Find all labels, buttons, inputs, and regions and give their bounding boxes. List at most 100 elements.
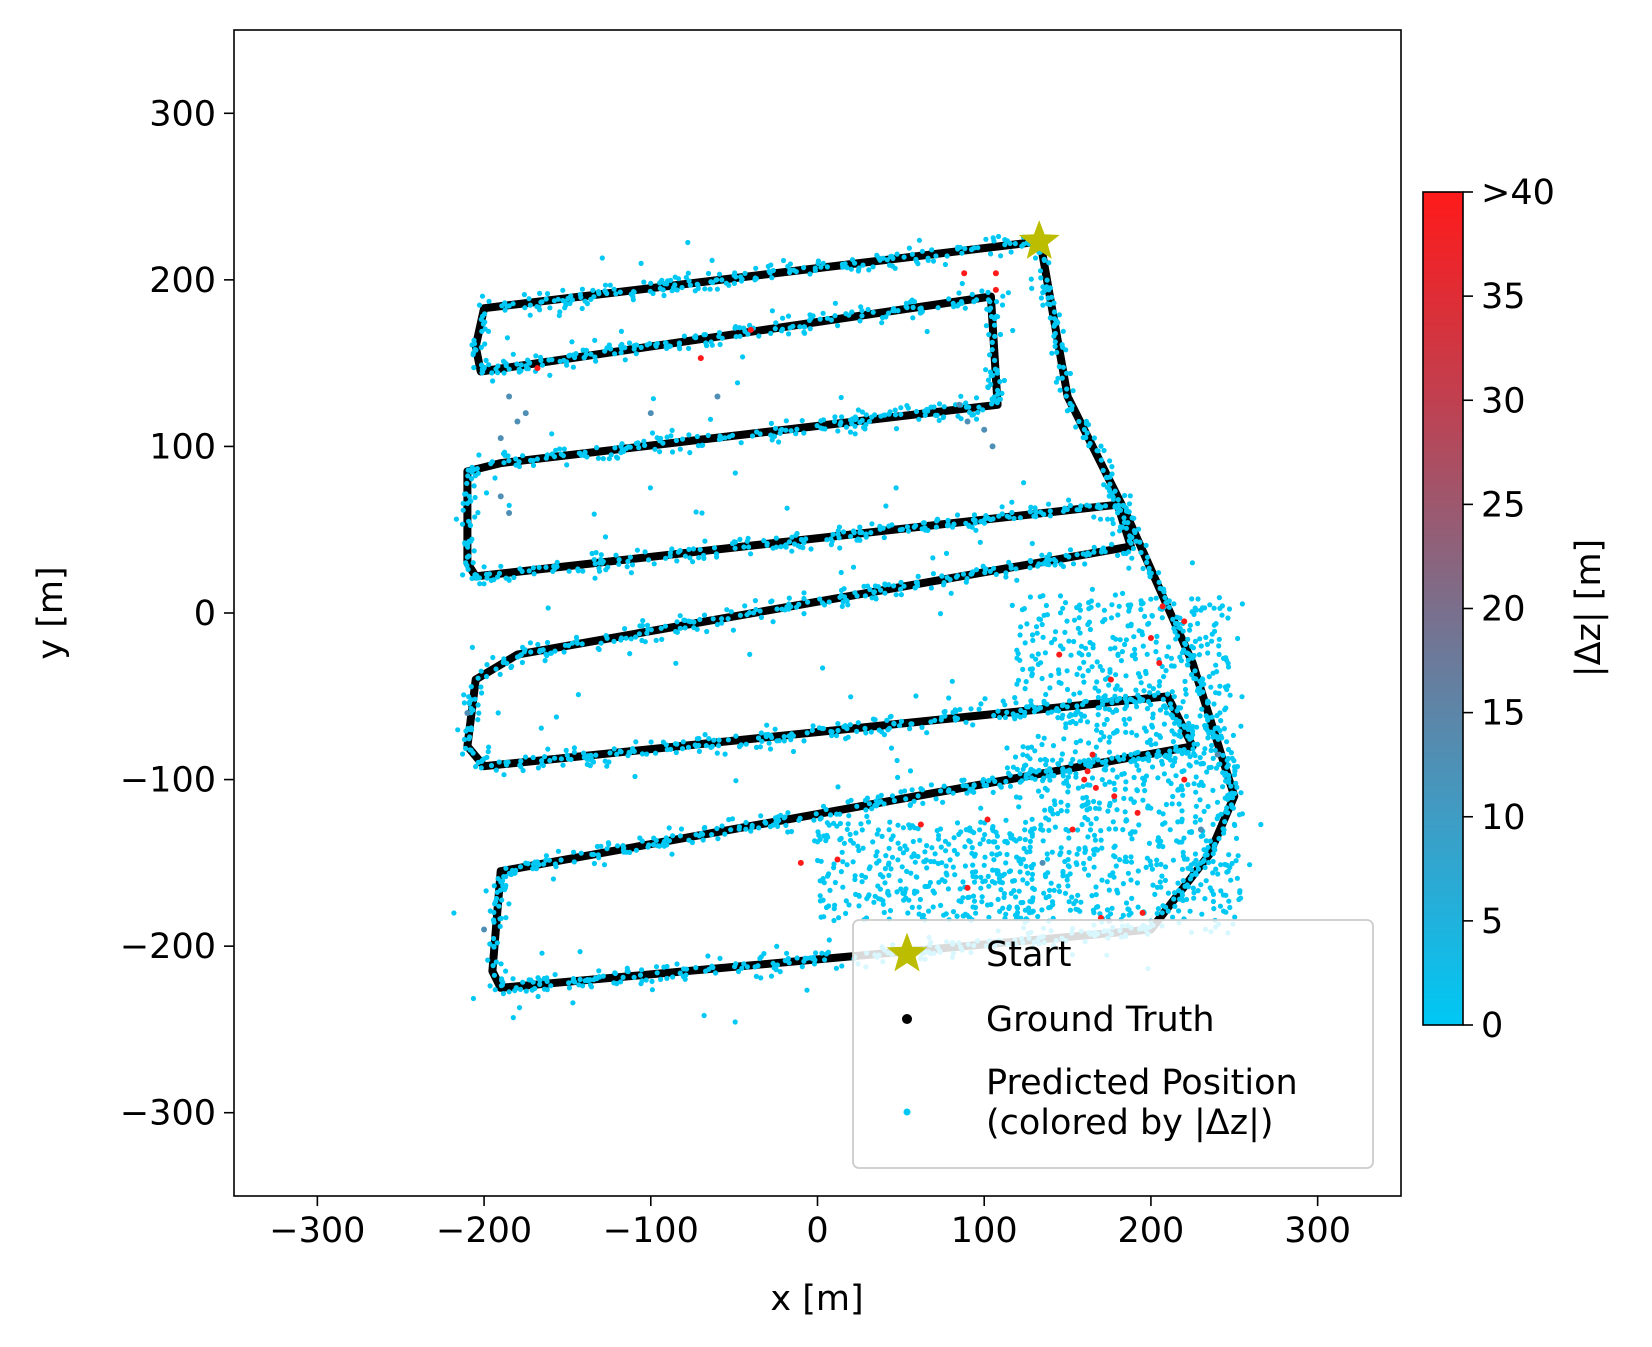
predicted-point <box>1083 802 1089 808</box>
predicted-point <box>1183 713 1189 720</box>
predicted-point <box>616 561 622 567</box>
x-tick-label: 100 <box>951 1211 1018 1251</box>
predicted-point <box>1117 507 1124 513</box>
predicted-point <box>1194 862 1200 869</box>
predicted-point <box>749 822 755 828</box>
predicted-point <box>854 593 860 599</box>
predicted-point <box>879 320 885 326</box>
predicted-point <box>1040 302 1046 308</box>
predicted-point <box>637 623 643 629</box>
predicted-point <box>779 606 785 612</box>
predicted-point <box>1003 778 1009 785</box>
predicted-point <box>1143 864 1149 871</box>
predicted-point <box>881 909 887 916</box>
predicted-point <box>1077 630 1083 636</box>
predicted-point <box>1081 713 1088 719</box>
predicted-point <box>1031 709 1037 715</box>
predicted-point <box>1165 890 1171 896</box>
predicted-point <box>999 302 1006 308</box>
predicted-point <box>1021 763 1028 769</box>
predicted-point <box>590 287 596 293</box>
predicted-point <box>1175 787 1181 793</box>
predicted-point <box>928 404 934 410</box>
predicted-point <box>1199 911 1205 917</box>
predicted-point <box>1185 884 1191 890</box>
predicted-point <box>1039 741 1045 748</box>
predicted-point <box>1205 716 1211 722</box>
predicted-point <box>1228 877 1234 883</box>
predicted-point <box>866 866 872 872</box>
predicted-point <box>633 440 640 446</box>
predicted-point <box>1086 652 1092 658</box>
predicted-point <box>1020 666 1026 673</box>
predicted-point <box>831 917 837 924</box>
predicted-point <box>468 538 474 544</box>
predicted-point <box>1158 838 1164 844</box>
predicted-point <box>1071 901 1077 907</box>
predicted-point <box>533 353 539 359</box>
predicted-point <box>673 437 680 444</box>
predicted-point <box>707 286 713 292</box>
predicted-point <box>944 575 950 581</box>
predicted-point <box>681 333 688 339</box>
predicted-point <box>669 851 675 857</box>
predicted-point <box>938 902 944 909</box>
predicted-point <box>1045 773 1051 779</box>
predicted-point <box>563 747 569 754</box>
predicted-point <box>905 910 911 916</box>
predicted-point <box>929 247 935 253</box>
predicted-point <box>838 419 844 425</box>
predicted-point <box>795 543 801 549</box>
colorbar-tick-label: 35 <box>1481 277 1526 317</box>
predicted-point <box>970 893 977 899</box>
predicted-point <box>769 308 776 314</box>
predicted-point <box>733 733 739 739</box>
predicted-point <box>1157 879 1163 885</box>
predicted-point <box>596 968 602 974</box>
predicted-point <box>1047 777 1053 783</box>
predicted-point <box>552 755 558 761</box>
predicted-point <box>716 743 722 749</box>
predicted-point <box>978 885 984 891</box>
predicted-point <box>1115 612 1121 618</box>
predicted-point <box>638 344 644 350</box>
predicted-point-mid-dz <box>497 493 504 500</box>
predicted-point <box>821 880 827 886</box>
predicted-point <box>1036 561 1042 567</box>
predicted-point <box>838 592 844 599</box>
predicted-point <box>522 305 528 311</box>
predicted-point <box>1017 771 1023 777</box>
predicted-point-high-dz <box>1181 618 1188 625</box>
predicted-point <box>1051 333 1057 339</box>
predicted-point <box>1180 853 1186 859</box>
predicted-point <box>898 718 905 725</box>
predicted-point <box>1160 811 1166 817</box>
predicted-point <box>1078 643 1085 649</box>
predicted-point <box>1090 759 1096 765</box>
predicted-point <box>725 737 732 743</box>
predicted-point <box>1057 610 1064 616</box>
predicted-point <box>1028 504 1034 510</box>
predicted-point <box>909 297 915 303</box>
predicted-point <box>1044 277 1050 283</box>
predicted-point <box>807 312 813 318</box>
predicted-point <box>1080 551 1086 557</box>
predicted-point <box>828 728 834 735</box>
predicted-point <box>1164 600 1170 606</box>
predicted-point <box>501 370 507 376</box>
predicted-point <box>758 813 764 819</box>
predicted-point <box>1066 899 1072 905</box>
predicted-point <box>1112 645 1118 651</box>
predicted-point <box>1081 426 1087 433</box>
predicted-point <box>478 316 484 322</box>
predicted-point <box>1112 786 1118 793</box>
predicted-point <box>1049 849 1055 855</box>
predicted-point <box>1225 664 1232 670</box>
predicted-point <box>903 300 910 306</box>
predicted-point <box>998 784 1004 790</box>
predicted-point <box>488 762 495 769</box>
predicted-point <box>1002 838 1008 845</box>
predicted-point <box>823 834 829 840</box>
predicted-point <box>1065 783 1072 789</box>
